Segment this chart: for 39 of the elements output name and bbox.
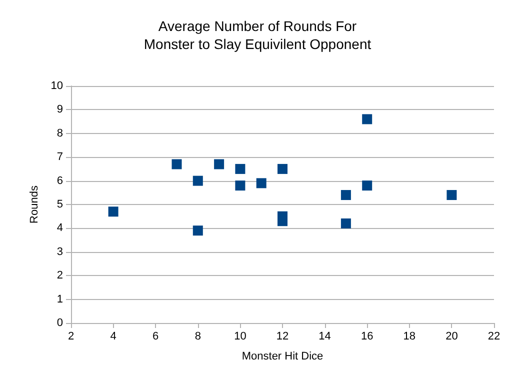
y-tick-label: 6 [56,174,63,187]
x-tick-label: 12 [276,330,289,342]
point [362,114,372,124]
x-tick-label: 14 [318,330,331,342]
point [256,178,266,188]
x-tick-label: 10 [234,330,246,342]
point [192,176,203,186]
x-tick-label: 2 [68,330,74,342]
point [235,164,246,174]
y-tick-label: 5 [56,198,63,210]
y-tick-label: 3 [56,246,63,258]
y-tick-label: 0 [56,317,63,329]
point [446,190,457,200]
y-tick-label: 7 [56,151,63,164]
x-tick-label: 8 [194,330,201,342]
y-axis-title: Rounds [28,185,40,224]
y-tick-label: 8 [56,127,63,140]
point [340,190,351,200]
x-tick-label: 22 [488,330,500,342]
point [172,159,182,170]
x-tick-label: 4 [110,330,116,342]
y-tick-label: 10 [50,80,63,92]
x-axis-title: Monster Hit Dice [242,350,324,362]
x-tick-label: 16 [360,330,374,342]
point [108,206,118,217]
point [278,164,288,174]
y-tick-label: 2 [56,270,63,282]
point [214,159,224,170]
y-tick-label: 4 [56,222,63,234]
point [235,180,246,191]
y-tick-label: 9 [56,104,63,116]
x-tick-label: 18 [403,330,416,342]
chart-title: Average Number of Rounds For Monster to Slay Equivilent Opponent [144,18,372,52]
x-tick-label: 6 [152,330,159,342]
y-tick-label: 1 [56,293,63,306]
point [340,218,351,228]
x-tick-label: 20 [446,330,458,342]
point [192,226,203,236]
point [362,180,372,191]
